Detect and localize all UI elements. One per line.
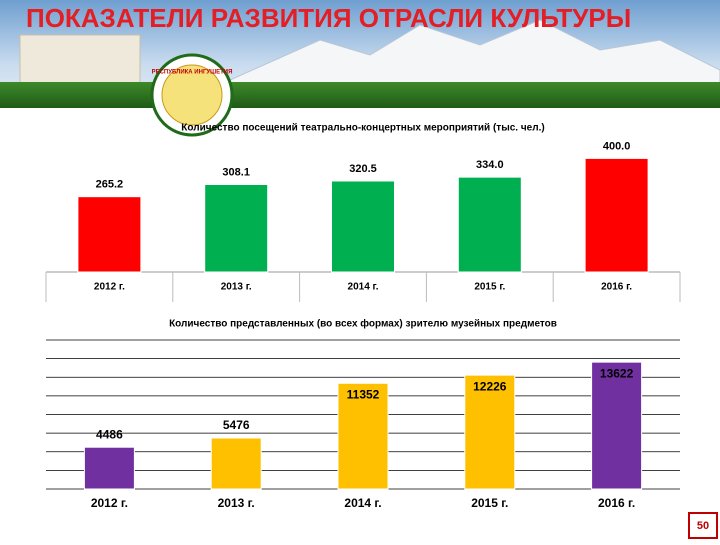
bar [464,374,516,490]
value-label: 334.0 [476,159,504,171]
bar [591,361,643,490]
page-number: 50 [697,520,709,532]
bar [77,196,142,273]
x-tick-label: 2012 г. [94,282,125,293]
x-tick-label: 2012 г. [91,496,128,510]
value-label: 320.5 [349,163,377,175]
value-label: 308.1 [222,166,250,178]
x-tick-label: 2015 г. [474,282,505,293]
value-label: 13622 [600,366,634,380]
value-label: 4486 [96,427,123,441]
page-number-box: 50 [688,512,718,539]
x-tick-label: 2014 г. [344,496,381,510]
value-label: 265.2 [96,179,124,191]
bar [584,157,649,273]
x-tick-label: 2016 г. [598,496,635,510]
bar [331,180,395,273]
chart-title: Количество представленных (во всех форма… [169,318,557,330]
x-tick-label: 2013 г. [221,282,252,293]
chart-title: Количество посещений театрально-концертн… [181,123,544,134]
header-banner: РЕСПУБЛИКА ИНГУШЕТИЯ [0,0,720,137]
value-label: 400.0 [603,140,631,152]
x-tick-label: 2016 г. [601,282,632,293]
x-tick-label: 2014 г. [348,282,379,293]
bar [83,446,135,490]
bar [337,382,389,490]
x-tick-label: 2013 г. [218,496,255,510]
bar [204,183,269,273]
bar [457,176,522,273]
bar [210,437,262,490]
value-label: 11352 [347,387,380,401]
slide-title: ПОКАЗАТЕЛИ РАЗВИТИЯ ОТРАСЛИ КУЛЬТУРЫ [26,3,631,33]
value-label: 5476 [223,418,250,432]
emblem-text: РЕСПУБЛИКА ИНГУШЕТИЯ [152,70,233,76]
value-label: 12226 [473,379,507,393]
x-tick-label: 2015 г. [471,496,508,510]
